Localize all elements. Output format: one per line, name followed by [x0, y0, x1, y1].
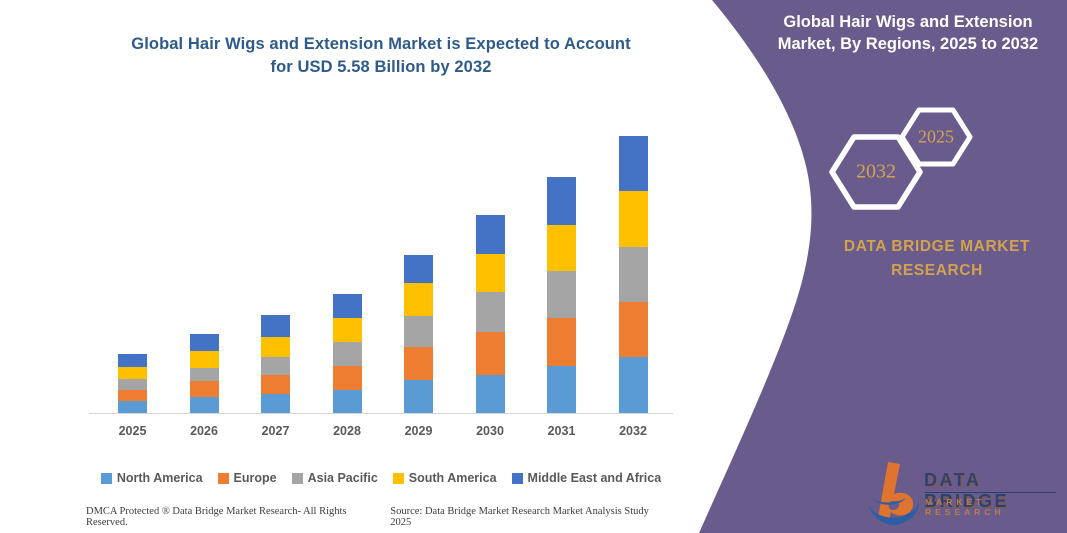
bar-segment-2031-asia-pacific: [547, 271, 576, 318]
bar-segment-2029-middle-east-and-africa: [404, 254, 433, 284]
bar-segment-2025-south-america: [118, 366, 147, 380]
chart-title-line1: Global Hair Wigs and Extension Market is…: [131, 35, 631, 53]
brand-wordmark: DATA BRIDGE MARKET RESEARCH: [822, 235, 1052, 283]
bar-segment-2032-south-america: [618, 191, 648, 247]
x-tick-2026: 2026: [190, 424, 218, 438]
legend-swatch: [291, 472, 303, 484]
bar-segment-2026-south-america: [189, 350, 219, 368]
bar-segment-2030-middle-east-and-africa: [475, 214, 505, 255]
bar-segment-2027-asia-pacific: [261, 356, 290, 375]
x-axis-line: [89, 413, 673, 414]
panel-title: Global Hair Wigs and Extension Market, B…: [772, 11, 1044, 55]
footer: DMCA Protected ® Data Bridge Market Rese…: [86, 506, 672, 528]
legend-swatch: [511, 472, 523, 484]
bar-segment-2029-north-america: [404, 380, 433, 413]
bar-segment-2029-south-america: [404, 283, 433, 317]
panel-title-line1: Global Hair Wigs and Extension: [783, 13, 1033, 31]
bar-2032: [618, 136, 648, 413]
logo-title-text: DATA BRIDGE: [924, 470, 1010, 511]
brand-line1: DATA BRIDGE MARKET: [843, 238, 1031, 255]
legend-label: Asia Pacific: [307, 471, 378, 485]
logo-subtitle-text: MARKET RESEARCH: [925, 497, 1005, 517]
bar-2025: [118, 354, 147, 413]
legend-swatch: [392, 472, 404, 484]
footer-source-text: Source: Data Bridge Market Research Mark…: [390, 506, 649, 528]
x-tick-2031: 2031: [547, 424, 576, 438]
legend-label: South America: [408, 471, 497, 485]
bar-segment-2030-south-america: [475, 254, 505, 293]
legend-swatch: [100, 472, 112, 484]
bar-segment-2028-asia-pacific: [332, 342, 362, 366]
bar-segment-2032-asia-pacific: [618, 246, 648, 302]
bar-segment-2027-south-america: [261, 336, 290, 357]
chart-title: Global Hair Wigs and Extension Market is…: [85, 33, 677, 79]
legend-item-south-america: South America: [392, 471, 497, 485]
bar-segment-2032-europe: [618, 301, 648, 358]
bar-segment-2031-europe: [547, 317, 576, 367]
bar-segment-2025-asia-pacific: [118, 379, 147, 391]
x-tick-2032: 2032: [619, 424, 647, 438]
bar-2029: [404, 254, 433, 413]
x-tick-2028: 2028: [333, 424, 361, 438]
hexagon-2025-label: 2025: [918, 126, 954, 147]
hexagon-2032-label: 2032: [856, 160, 896, 183]
bar-segment-2031-south-america: [547, 224, 576, 272]
bar-segment-2026-europe: [189, 381, 219, 398]
brand-line2: RESEARCH: [891, 262, 983, 279]
bar-segment-2025-europe: [118, 390, 147, 402]
legend-item-europe: Europe: [217, 471, 277, 485]
x-tick-2029: 2029: [404, 424, 433, 438]
bar-segment-2028-south-america: [332, 318, 362, 343]
bar-segment-2027-middle-east-and-africa: [261, 314, 290, 337]
legend-label: Europe: [233, 471, 277, 485]
bar-segment-2026-asia-pacific: [189, 367, 219, 382]
chart-legend: North America Europe Asia Pacific South Ame…: [85, 471, 677, 485]
bar-segment-2029-asia-pacific: [404, 316, 433, 348]
plot-area: [85, 130, 677, 414]
bar-segment-2027-europe: [261, 374, 290, 394]
bar-segment-2025-middle-east-and-africa: [118, 354, 147, 367]
bar-segment-2030-north-america: [475, 374, 505, 413]
legend-item-asia-pacific: Asia Pacific: [291, 471, 378, 485]
bar-segment-2027-north-america: [261, 393, 290, 413]
x-tick-2027: 2027: [261, 424, 290, 438]
data-bridge-logo: DATA BRIDGE MARKET RESEARCH: [862, 458, 1062, 530]
bar-segment-2031-middle-east-and-africa: [547, 176, 576, 225]
legend-label: North America: [116, 471, 203, 485]
bar-segment-2032-middle-east-and-africa: [618, 136, 648, 192]
x-axis-ticks: 2025 2026 2027 2028 2029 2030 2031 2032: [85, 424, 677, 442]
bar-segment-2028-middle-east-and-africa: [332, 294, 362, 319]
hexagon-2032: [829, 134, 923, 210]
bar-segment-2028-north-america: [332, 389, 362, 413]
bar-2031: [547, 176, 576, 413]
x-tick-2025: 2025: [118, 424, 147, 438]
legend-label: Middle East and Africa: [527, 471, 662, 485]
logo-divider: [924, 492, 1056, 493]
bar-segment-2025-north-america: [118, 401, 147, 413]
bar-2028: [332, 294, 362, 413]
bar-segment-2030-europe: [475, 332, 505, 375]
bar-segment-2028-europe: [332, 365, 362, 390]
bar-segment-2029-europe: [404, 347, 433, 381]
legend-swatch: [217, 472, 229, 484]
x-tick-2030: 2030: [476, 424, 504, 438]
bar-segment-2032-north-america: [618, 357, 648, 413]
bar-2030: [475, 214, 505, 413]
hexagon-2025: [899, 107, 973, 167]
panel-title-line2: Market, By Regions, 2025 to 2032: [777, 35, 1039, 53]
bar-segment-2026-middle-east-and-africa: [189, 334, 219, 351]
bar-segment-2026-north-america: [189, 397, 219, 413]
chart-title-line2: for USD 5.58 Billion by 2032: [270, 58, 492, 76]
data-bridge-logo-icon: [868, 462, 920, 525]
bar-segment-2031-north-america: [547, 366, 576, 413]
purple-panel-shape: [699, 0, 1067, 533]
legend-item-north-america: North America: [100, 471, 203, 485]
bar-2027: [261, 314, 290, 413]
footer-dmca-text: DMCA Protected ® Data Bridge Market Rese…: [86, 506, 347, 528]
legend-item-middle-east-and-africa: Middle East and Africa: [511, 471, 662, 485]
bar-2026: [189, 334, 219, 413]
bar-segment-2030-asia-pacific: [475, 292, 505, 333]
